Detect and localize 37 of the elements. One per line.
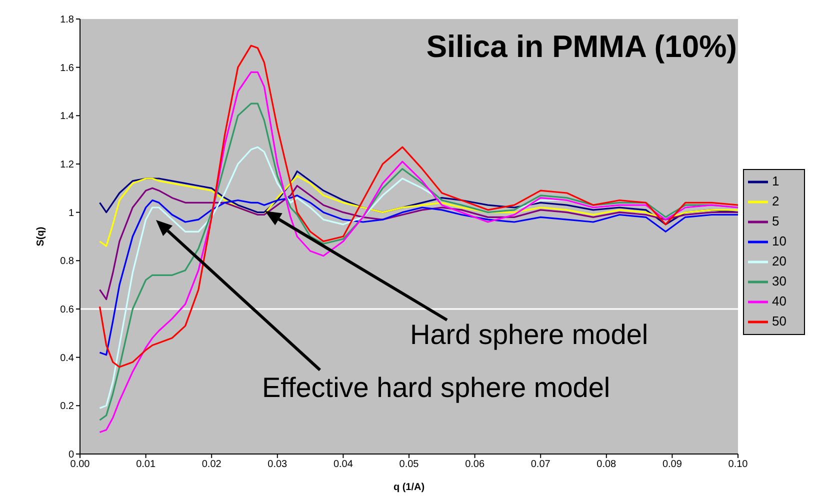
y-tick-label: 0.4 (60, 352, 74, 364)
annotation: Effective hard sphere model (262, 372, 610, 403)
legend-label: 50 (772, 313, 786, 328)
legend-label: 40 (772, 293, 786, 308)
line-series (98, 194, 738, 356)
y-tick-label: 0.6 (60, 304, 74, 316)
y-tick-label: 1.4 (60, 111, 74, 122)
legend-label: 20 (772, 253, 786, 268)
y-tick-label: 0.2 (60, 401, 74, 412)
line-series (98, 175, 738, 247)
chart-title: Silica in PMMA (10%) (426, 29, 737, 64)
y-tick-label: 0.8 (60, 256, 74, 268)
x-tick-label: 0.02 (202, 459, 222, 470)
y-tick-label: 1.6 (60, 62, 74, 74)
line-series (98, 184, 738, 300)
y-tick-label: 1.2 (60, 160, 74, 170)
x-tick-label: 0.06 (465, 459, 485, 470)
x-tick-label: 0.00 (70, 459, 90, 470)
x-tick-label: 0.01 (136, 459, 156, 470)
x-tick-label: 0.08 (596, 459, 617, 470)
x-tick-label: 0.07 (530, 459, 551, 470)
annotation: Hard sphere model (410, 319, 648, 350)
y-tick-label: 1 (68, 208, 74, 219)
y-tick-label: 0 (68, 450, 74, 460)
x-tick-label: 0.04 (333, 459, 354, 470)
legend-label: 1 (772, 173, 780, 188)
y-axis-title: S(q) (36, 226, 47, 246)
x-tick-label: 0.09 (662, 459, 682, 470)
legend-label: 10 (772, 233, 786, 248)
x-tick-label: 0.10 (728, 459, 748, 470)
legend-label: 5 (772, 213, 780, 228)
legend-label: 2 (772, 193, 780, 208)
x-tick-label: 0.03 (268, 459, 288, 470)
x-tick-label: 0.05 (399, 459, 420, 470)
y-tick-label: 1.8 (60, 14, 74, 26)
x-axis-title: q (1/A) (393, 482, 425, 493)
legend-label: 30 (772, 273, 786, 288)
